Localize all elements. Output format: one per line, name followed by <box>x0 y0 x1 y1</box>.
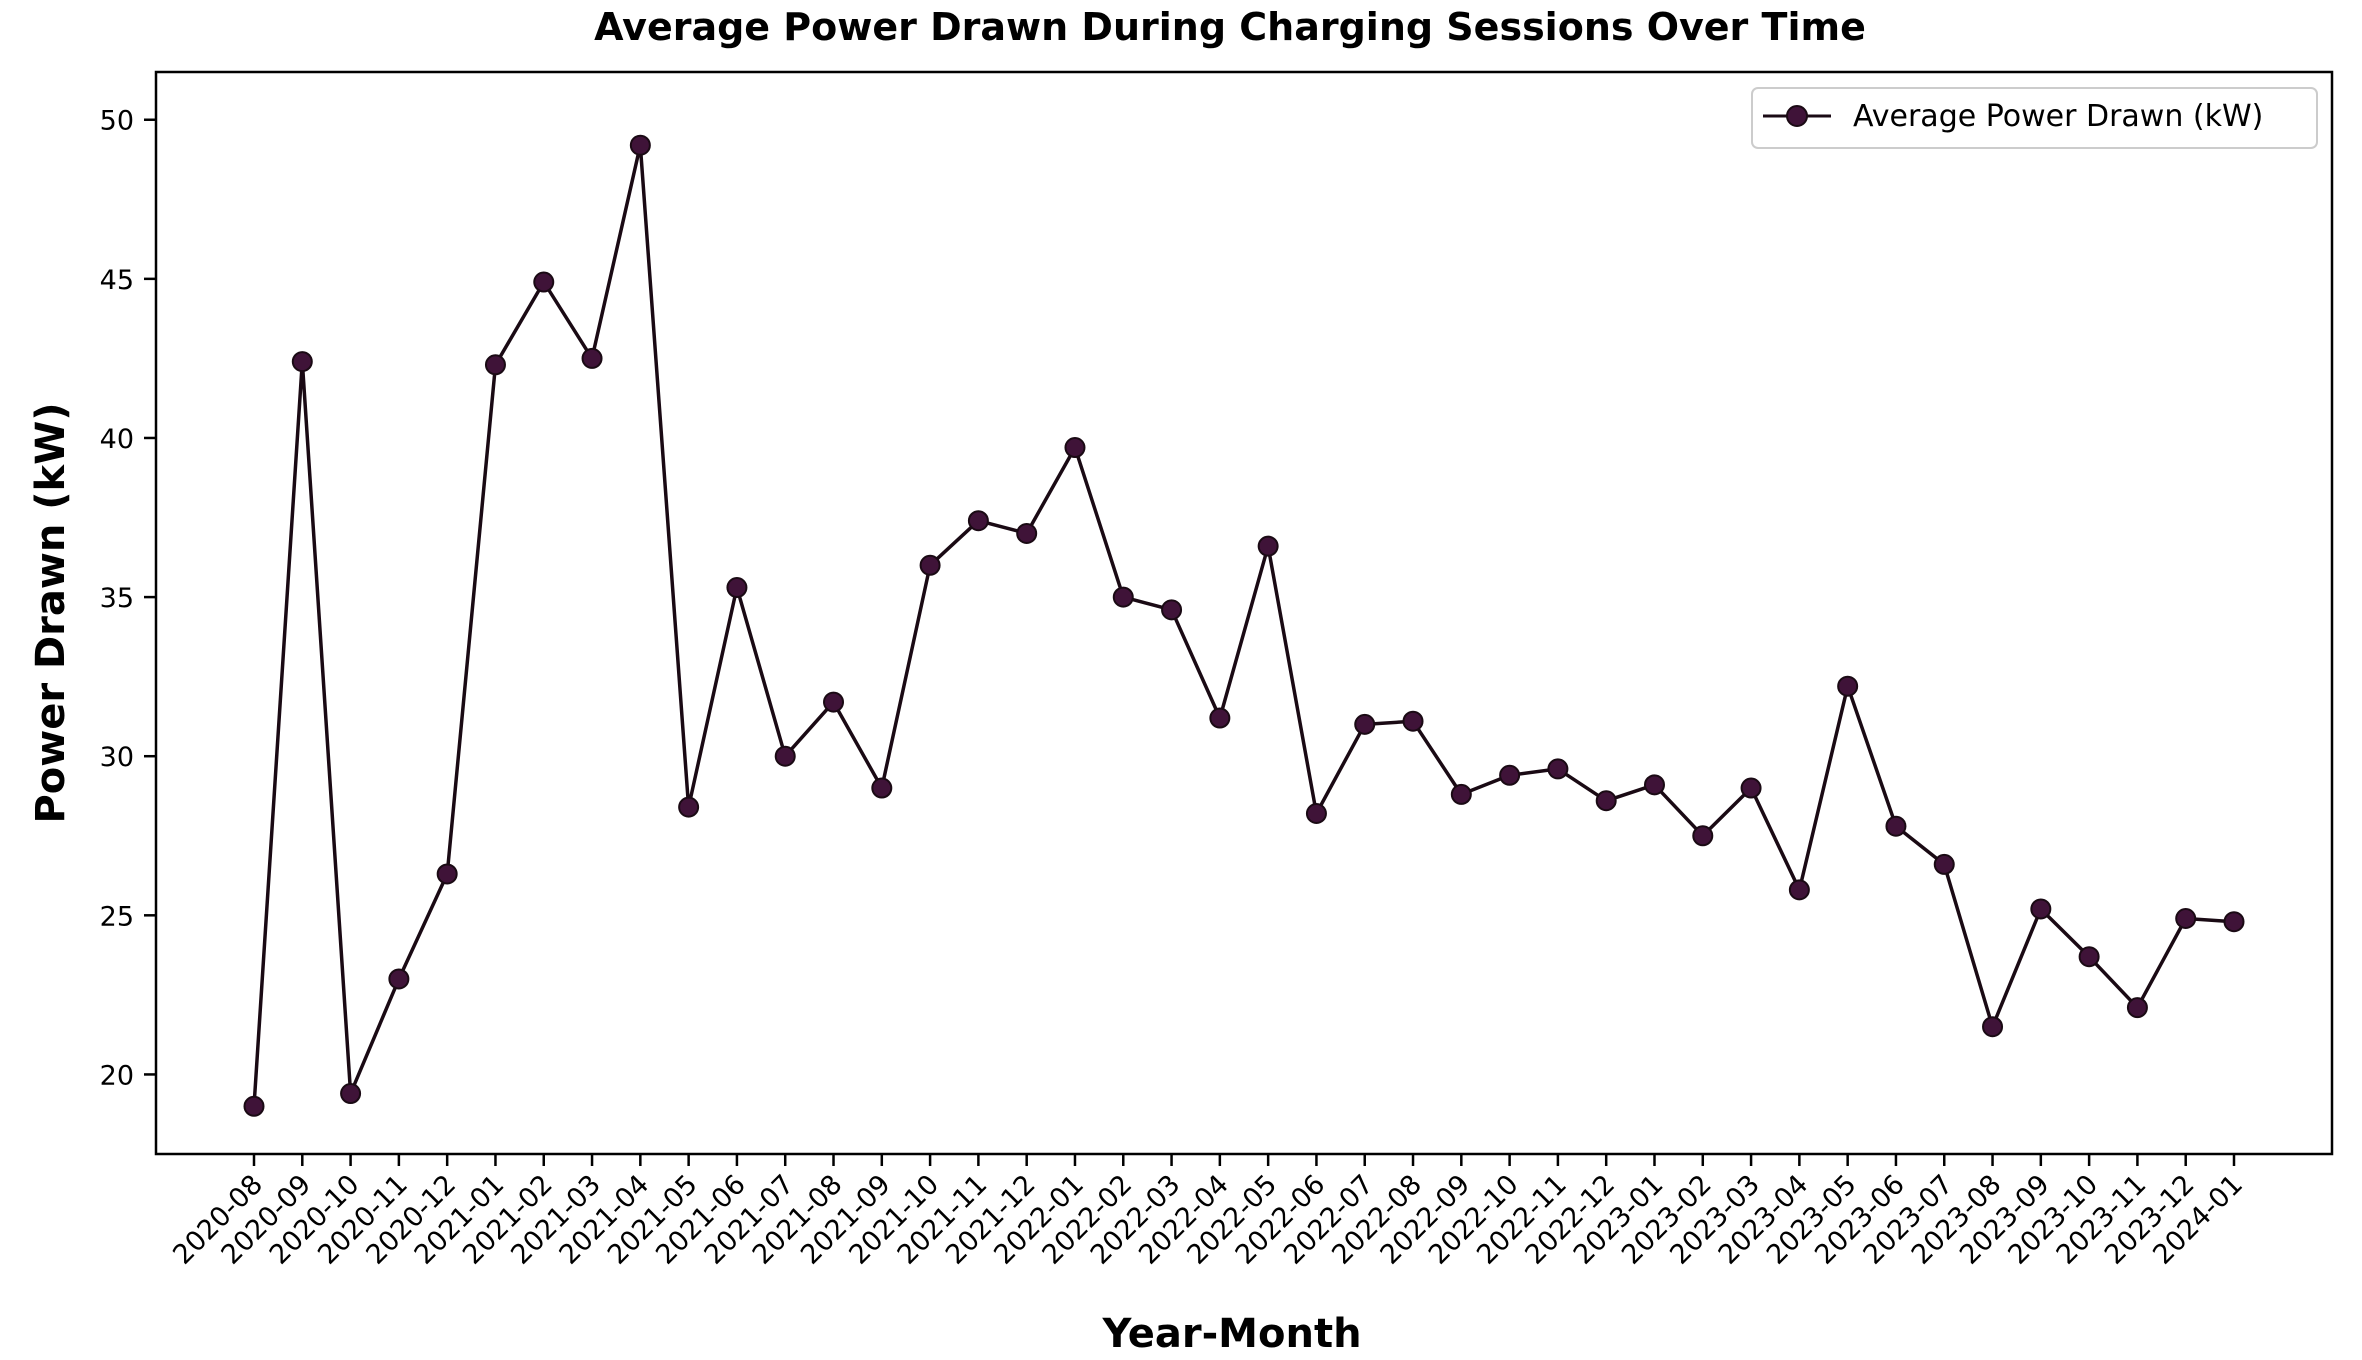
data-point <box>1933 853 1955 875</box>
data-point <box>484 354 506 376</box>
plot-area <box>154 70 2334 1156</box>
legend: Average Power Drawn (kW) <box>1751 87 2318 149</box>
data-point <box>1788 879 1810 901</box>
y-tick-label: 25 <box>100 901 134 932</box>
y-tick-label: 40 <box>100 424 134 455</box>
data-point <box>629 134 651 156</box>
y-axis-label: Power Drawn (kW) <box>28 402 74 823</box>
data-point <box>1354 713 1376 735</box>
data-point <box>774 745 796 767</box>
y-tick-label: 35 <box>100 583 134 614</box>
data-point <box>1499 764 1521 786</box>
y-axis: 20 25 30 35 40 45 50 <box>100 106 156 1091</box>
data-point <box>823 691 845 713</box>
data-point <box>1982 1016 2004 1038</box>
legend-marker-swatch <box>1786 105 1808 127</box>
data-point <box>2126 997 2148 1019</box>
y-tick-label: 50 <box>100 106 134 137</box>
data-point <box>1209 707 1231 729</box>
data-point <box>581 347 603 369</box>
data-point <box>1064 437 1086 459</box>
data-point <box>1305 802 1327 824</box>
data-point <box>291 351 313 373</box>
data-point <box>967 510 989 532</box>
data-point <box>2030 898 2052 920</box>
data-point <box>1257 535 1279 557</box>
data-point <box>726 577 748 599</box>
data-point <box>2223 911 2245 933</box>
data-point <box>1692 825 1714 847</box>
data-point <box>871 777 893 799</box>
data-point <box>1740 777 1762 799</box>
data-point <box>1450 783 1472 805</box>
data-point <box>678 796 700 818</box>
data-point <box>1402 710 1424 732</box>
data-point <box>436 863 458 885</box>
data-point <box>340 1083 362 1105</box>
legend-label: Average Power Drawn (kW) <box>1853 99 2263 134</box>
data-point <box>1161 599 1183 621</box>
y-tick-label: 30 <box>100 742 134 773</box>
x-axis-label: Year-Month <box>1101 1311 1361 1357</box>
data-point <box>1885 815 1907 837</box>
series-layer <box>243 134 2245 1117</box>
y-tick-label: 20 <box>100 1060 134 1091</box>
data-point <box>1595 790 1617 812</box>
data-point <box>2078 946 2100 968</box>
legend-box <box>1751 87 2318 149</box>
data-point <box>919 554 941 576</box>
chart-title: Average Power Drawn During Charging Sess… <box>594 5 1866 49</box>
data-point <box>1016 522 1038 544</box>
data-point <box>1837 675 1859 697</box>
data-point <box>388 968 410 990</box>
y-tick-label: 45 <box>100 265 134 296</box>
data-point <box>533 271 555 293</box>
data-point <box>1643 774 1665 796</box>
data-point <box>243 1095 265 1117</box>
data-point <box>1547 758 1569 780</box>
data-point <box>1112 586 1134 608</box>
x-axis: 2020-082020-092020-102020-112020-122021-… <box>167 1154 2249 1271</box>
data-point <box>2175 908 2197 930</box>
